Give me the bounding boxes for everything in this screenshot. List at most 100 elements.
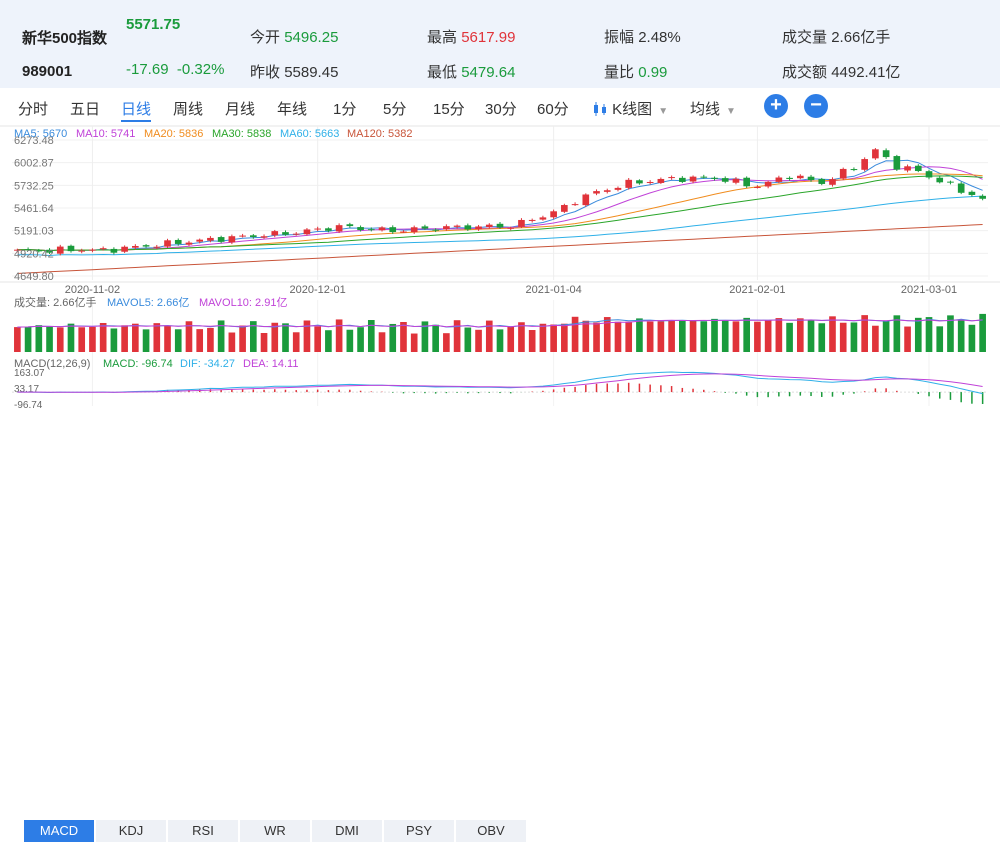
volume-bar bbox=[539, 323, 547, 352]
ma-select-label: 均线 bbox=[690, 101, 721, 118]
turnover-value: 4492.41亿 bbox=[831, 64, 901, 81]
volume-bar bbox=[689, 320, 697, 352]
mavol5-line bbox=[17, 318, 983, 328]
volume-bar bbox=[56, 327, 64, 352]
tab-daily[interactable]: 日线 bbox=[121, 101, 152, 118]
tab-rsi[interactable]: RSI bbox=[168, 820, 238, 842]
candle-body bbox=[239, 235, 246, 237]
volume-bar bbox=[217, 320, 225, 352]
candle-body bbox=[872, 149, 879, 159]
tab-macd[interactable]: MACD bbox=[24, 820, 94, 842]
candle-body bbox=[475, 226, 482, 230]
candle-body bbox=[228, 236, 236, 243]
zoom-out-button[interactable]: − bbox=[804, 94, 828, 118]
volume-bar bbox=[518, 322, 525, 352]
volume-bar bbox=[614, 321, 622, 352]
candle-body bbox=[571, 204, 579, 206]
prev-close-field: 昨收 5589.45 bbox=[250, 64, 339, 81]
kline-type-select[interactable]: K线图 ▼ bbox=[592, 98, 668, 119]
tab-wr[interactable]: WR bbox=[240, 820, 310, 842]
indicator-tabs: MACD KDJ RSI WR DMI PSY OBV bbox=[0, 408, 1000, 842]
tab-kdj[interactable]: KDJ bbox=[96, 820, 166, 842]
dea-line bbox=[17, 373, 983, 393]
candle-body bbox=[839, 168, 847, 179]
volume-bar bbox=[282, 323, 289, 352]
candle-body bbox=[303, 229, 311, 235]
date-tick-label: 2020-12-01 bbox=[290, 284, 346, 296]
candle-body bbox=[689, 176, 697, 182]
ma30-legend: MA30: 5838 bbox=[212, 128, 271, 140]
candle-body bbox=[914, 165, 922, 172]
volume-bar bbox=[110, 328, 118, 352]
change-percent: -0.32% bbox=[176, 61, 225, 78]
volume-bars bbox=[14, 313, 986, 352]
dif-line bbox=[17, 371, 983, 395]
tab-dmi[interactable]: DMI bbox=[312, 820, 382, 842]
volume-bar bbox=[228, 332, 236, 352]
zoom-in-button[interactable]: + bbox=[764, 94, 788, 118]
volume-bar bbox=[711, 318, 718, 352]
mavol10-line bbox=[17, 319, 983, 328]
candle-body bbox=[550, 211, 557, 218]
volume-field: 成交量 2.66亿手 bbox=[782, 29, 891, 46]
active-tab-underline bbox=[121, 120, 151, 122]
candle-body bbox=[850, 169, 858, 171]
volume-bar bbox=[668, 320, 675, 352]
volume-bar bbox=[260, 332, 268, 352]
volume-bar bbox=[303, 320, 311, 352]
candle-body bbox=[56, 246, 64, 254]
tab-15min[interactable]: 15分 bbox=[433, 101, 465, 118]
tab-5min[interactable]: 5分 bbox=[383, 101, 407, 118]
candle-body bbox=[593, 191, 600, 194]
volume-bar bbox=[314, 326, 321, 352]
tab-fenshi[interactable]: 分时 bbox=[18, 101, 49, 118]
tab-monthly[interactable]: 月线 bbox=[225, 101, 256, 118]
volume-ratio-value: 0.99 bbox=[638, 64, 668, 81]
volume-bar bbox=[829, 316, 836, 352]
ma10-line bbox=[17, 166, 983, 252]
volume-bar bbox=[550, 324, 557, 352]
volume-bar bbox=[389, 323, 397, 352]
candle-body bbox=[432, 229, 439, 231]
candle-body bbox=[121, 246, 128, 252]
tab-obv[interactable]: OBV bbox=[456, 820, 526, 842]
tab-1min[interactable]: 1分 bbox=[333, 101, 357, 118]
candle-body bbox=[979, 195, 986, 199]
tab-yearly[interactable]: 年线 bbox=[277, 101, 308, 118]
candle-body bbox=[453, 225, 461, 227]
tab-30min[interactable]: 30分 bbox=[485, 101, 517, 118]
ma-legend: MA5: 5670 MA10: 5741 MA20: 5836 MA30: 58… bbox=[14, 128, 412, 140]
candle-body bbox=[496, 223, 504, 228]
volume-bar bbox=[754, 321, 761, 352]
volume-bar bbox=[893, 315, 901, 352]
tab-60min[interactable]: 60分 bbox=[537, 101, 569, 118]
amplitude-field: 振幅 2.48% bbox=[604, 29, 681, 46]
candle-body bbox=[561, 205, 568, 212]
ma30-line bbox=[17, 175, 983, 252]
volume-bar bbox=[249, 321, 257, 352]
candle-body bbox=[818, 179, 826, 184]
candle-body bbox=[679, 177, 686, 182]
volume-bar bbox=[271, 322, 279, 352]
volume-bar bbox=[947, 315, 954, 352]
volume-bar bbox=[904, 326, 911, 352]
tab-five-day[interactable]: 五日 bbox=[70, 101, 101, 118]
mavol5-legend: MAVOL5: 2.66亿 bbox=[107, 296, 189, 309]
candle-body bbox=[217, 237, 225, 242]
price-axis: 6273.48 6002.87 5732.25 5461.64 5191.03 4920.… bbox=[14, 135, 54, 283]
candle-body bbox=[957, 183, 965, 193]
date-tick-label: 2021-01-04 bbox=[525, 284, 581, 296]
volume-bar bbox=[721, 320, 729, 352]
volume-bar bbox=[571, 316, 579, 352]
ma5-legend: MA5: 5670 bbox=[14, 128, 67, 140]
volume-bar bbox=[367, 320, 375, 352]
tab-psy[interactable]: PSY bbox=[384, 820, 454, 842]
tab-weekly[interactable]: 周线 bbox=[173, 101, 204, 118]
candle-body bbox=[174, 239, 182, 244]
candle-body bbox=[582, 194, 590, 206]
mavol10-legend: MAVOL10: 2.91亿 bbox=[199, 296, 287, 309]
candle-body bbox=[636, 180, 643, 184]
ma-select[interactable]: 均线 ▼ bbox=[690, 98, 736, 119]
volume-bar bbox=[679, 320, 686, 352]
index-name: 新华500指数 bbox=[22, 30, 108, 47]
